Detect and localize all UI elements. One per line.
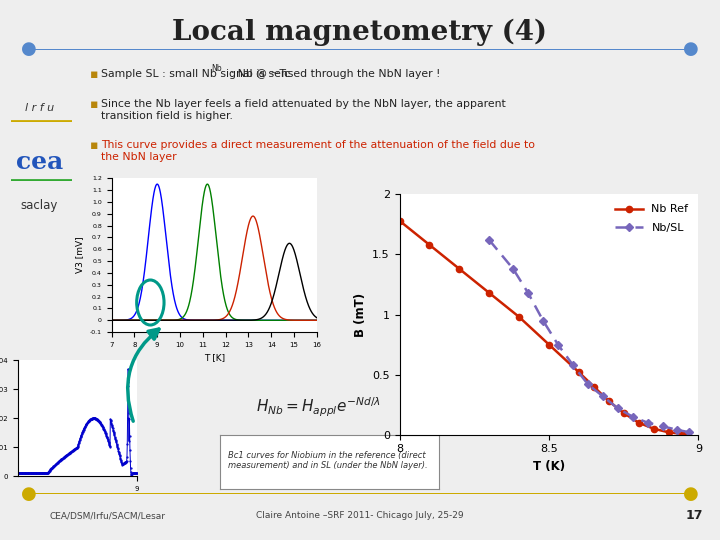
Text: ●: ● xyxy=(21,484,37,503)
Y-axis label: V3 [mV]: V3 [mV] xyxy=(76,237,84,273)
Text: saclay: saclay xyxy=(21,199,58,212)
Nb/SL xyxy=(485,237,494,244)
Nb Ref xyxy=(604,398,613,404)
Text: ●: ● xyxy=(683,40,699,58)
X-axis label: T [K]: T [K] xyxy=(204,353,225,362)
Text: Bc1 curves for Niobium in the reference (direct
measurement) and in SL (under th: Bc1 curves for Niobium in the reference … xyxy=(228,451,428,470)
Nb/SL xyxy=(613,405,622,411)
Nb/SL xyxy=(658,423,667,429)
Nb/SL xyxy=(523,289,532,296)
Nb/SL xyxy=(569,362,577,368)
Nb Ref xyxy=(485,289,494,296)
Legend: Nb Ref, Nb/SL: Nb Ref, Nb/SL xyxy=(611,200,693,238)
Nb Ref xyxy=(395,218,404,224)
Text: Since the Nb layer feels a field attenuated by the NbN layer, the apparent
trans: Since the Nb layer feels a field attenua… xyxy=(101,99,505,121)
Nb Ref xyxy=(545,341,554,348)
Text: : Nb is sensed through the NbN layer !: : Nb is sensed through the NbN layer ! xyxy=(227,69,440,79)
Nb/SL xyxy=(583,381,592,388)
Nb Ref xyxy=(634,420,643,426)
Y-axis label: B (mT): B (mT) xyxy=(354,293,366,336)
Text: ▪: ▪ xyxy=(90,98,99,111)
Nb/SL xyxy=(643,420,652,426)
Nb Ref xyxy=(664,429,672,436)
Nb/SL xyxy=(539,318,547,324)
Text: cea: cea xyxy=(16,150,63,174)
Text: ●: ● xyxy=(683,484,699,503)
Nb Ref xyxy=(425,241,433,248)
Text: Local magnetometry (4): Local magnetometry (4) xyxy=(173,19,547,46)
Nb Ref xyxy=(575,369,583,375)
Text: ▪: ▪ xyxy=(90,139,99,152)
Nb/SL xyxy=(598,393,607,400)
Text: $H_{Nb} = H_{appl}e^{-Nd/\lambda}$: $H_{Nb} = H_{appl}e^{-Nd/\lambda}$ xyxy=(256,396,381,420)
Nb Ref xyxy=(590,383,598,390)
Text: This curve provides a direct measurement of the attenuation of the field due to
: This curve provides a direct measurement… xyxy=(101,140,535,162)
Nb/SL xyxy=(509,266,518,272)
Text: Sample SL : small Nb signal @ ~Tc: Sample SL : small Nb signal @ ~Tc xyxy=(101,69,290,79)
Line: Nb Ref: Nb Ref xyxy=(397,218,687,437)
Nb Ref xyxy=(619,410,628,416)
Line: Nb/SL: Nb/SL xyxy=(487,237,692,435)
Nb/SL xyxy=(673,427,682,433)
Nb Ref xyxy=(649,426,658,432)
Nb Ref xyxy=(455,266,464,272)
Nb/SL xyxy=(554,341,562,348)
Text: Nb: Nb xyxy=(211,64,222,73)
Text: l r f u: l r f u xyxy=(25,103,54,113)
Text: Claire Antoine –SRF 2011- Chicago July, 25-29: Claire Antoine –SRF 2011- Chicago July, … xyxy=(256,511,464,520)
Text: ●: ● xyxy=(21,40,37,58)
Nb/SL xyxy=(685,429,694,436)
Text: 17: 17 xyxy=(686,509,703,522)
X-axis label: T (K): T (K) xyxy=(533,460,565,473)
Nb Ref xyxy=(515,314,523,320)
Nb/SL xyxy=(629,414,637,420)
Text: ▪: ▪ xyxy=(90,68,99,80)
Nb Ref xyxy=(679,431,688,437)
Text: CEA/DSM/Irfu/SACM/Lesar: CEA/DSM/Irfu/SACM/Lesar xyxy=(50,511,166,520)
